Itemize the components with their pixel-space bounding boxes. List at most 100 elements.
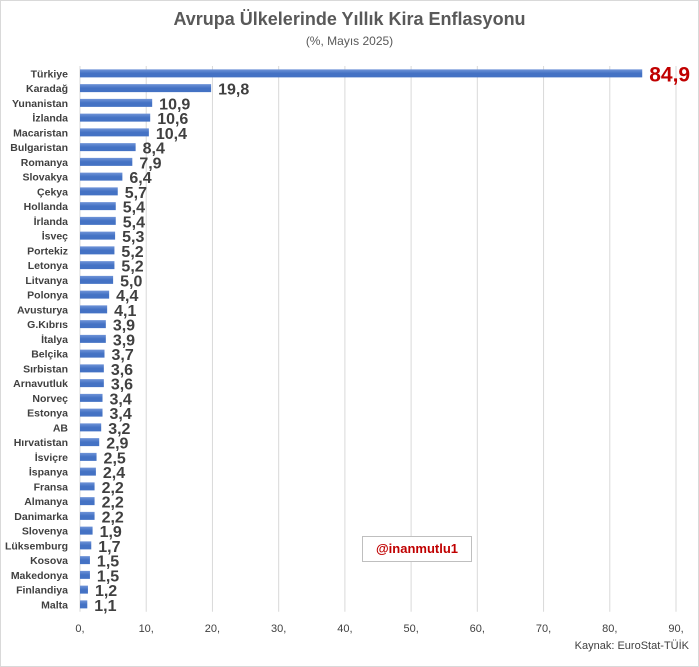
bar [80, 305, 108, 314]
value-label: 1,5 [97, 568, 119, 585]
bar [80, 246, 115, 255]
bar [80, 585, 88, 594]
x-tick-label: 30, [271, 623, 286, 635]
value-label: 5,0 [120, 273, 142, 290]
category-label: Fransa [34, 481, 69, 493]
source-note: Kaynak: EuroStat-TÜİK [574, 640, 689, 652]
x-tick-label: 50, [403, 623, 418, 635]
value-label: 84,9 [649, 63, 690, 86]
category-label: Yunanistan [12, 98, 68, 110]
value-label: 10,9 [159, 96, 190, 113]
bar [80, 98, 153, 107]
bar [80, 275, 114, 284]
bar [80, 423, 102, 432]
value-label: 2,4 [103, 465, 125, 482]
x-tick-label: 90, [668, 623, 683, 635]
value-label: 7,9 [139, 155, 161, 172]
value-label: 10,6 [157, 111, 188, 128]
bar [80, 497, 95, 506]
value-label: 6,4 [129, 170, 151, 187]
category-label: Arnavutluk [13, 378, 68, 390]
value-label: 8,4 [143, 141, 165, 158]
bar [80, 438, 100, 447]
bar [80, 526, 93, 535]
bar [80, 393, 103, 402]
value-label: 3,4 [110, 406, 132, 423]
value-label: 2,9 [106, 436, 128, 453]
bar [80, 143, 136, 152]
category-label: Hırvatistan [14, 437, 68, 449]
x-tick-label: 70, [536, 623, 551, 635]
value-label: 5,2 [121, 244, 143, 261]
bar [80, 364, 104, 373]
value-label: 10,4 [156, 126, 187, 143]
bar [80, 216, 116, 225]
value-label: 5,4 [123, 214, 145, 231]
x-tick-label: 40, [337, 623, 352, 635]
value-label: 5,3 [122, 229, 144, 246]
value-label: 1,9 [100, 524, 122, 541]
value-label: 1,5 [97, 554, 119, 571]
category-label: Portekiz [27, 245, 68, 257]
category-label: Almanya [24, 496, 68, 508]
value-label: 2,5 [104, 450, 126, 467]
bar [80, 570, 90, 579]
bar [80, 128, 149, 137]
bar [80, 187, 118, 196]
category-label: Romanya [21, 157, 68, 169]
category-label: Danimarka [14, 511, 68, 523]
bar [80, 290, 110, 299]
value-label: 5,7 [125, 185, 147, 202]
category-label: Bulgaristan [10, 142, 68, 154]
category-label: Finlandiya [16, 585, 68, 597]
bar [80, 541, 92, 550]
value-label: 4,1 [114, 303, 136, 320]
category-label: Litvanya [25, 275, 68, 287]
value-label: 2,2 [102, 495, 124, 512]
value-label: 2,2 [102, 480, 124, 497]
x-axis-ticks: 0, 10, 20, 30, 40, 50, 60, 70, 80, 90, [75, 623, 683, 635]
bar [80, 467, 96, 476]
value-label: 3,6 [111, 377, 133, 394]
bar [80, 261, 115, 270]
value-label: 3,7 [112, 347, 134, 364]
chart-subtitle: (%, Mayıs 2025) [305, 34, 394, 48]
bar [80, 600, 88, 609]
x-tick-label: 60, [470, 623, 485, 635]
bar [80, 113, 151, 122]
category-label: Çekya [37, 186, 68, 198]
bar [80, 202, 116, 211]
category-label: İsveç [42, 230, 68, 243]
category-labels: Türkiye Karadağ Yunanistan İzlanda Macarista… [5, 68, 68, 611]
chart-title: Avrupa Ülkelerinde Yıllık Kira Enflasyon… [173, 9, 526, 29]
category-label: İrlanda [34, 215, 69, 228]
category-label: AB [53, 422, 69, 434]
x-tick-label: 10, [139, 623, 154, 635]
category-label: Belçika [31, 349, 68, 361]
value-label: 5,4 [123, 200, 145, 217]
category-label: Letonya [28, 260, 68, 272]
value-label: 3,9 [113, 318, 135, 335]
bar [80, 320, 106, 329]
category-label: Polonya [27, 290, 68, 302]
value-labels: 84,919,810,910,610,48,47,96,45,75,45,45,… [94, 63, 690, 615]
category-label: Slovakya [22, 172, 68, 184]
category-label: Norveç [32, 393, 68, 405]
value-label: 5,2 [121, 259, 143, 276]
category-label: Kosova [30, 555, 68, 567]
watermark-label: @inanmutlu1 [362, 536, 472, 562]
category-label: Makedonya [11, 570, 68, 582]
bar [80, 172, 123, 181]
bar [80, 334, 106, 343]
bar [80, 511, 95, 520]
value-label: 1,7 [98, 539, 120, 556]
category-label: G.Kıbrıs [27, 319, 68, 331]
bar [80, 379, 104, 388]
value-label: 1,1 [94, 598, 116, 615]
bar [80, 408, 103, 417]
category-label: Avusturya [17, 304, 68, 316]
value-label: 3,9 [113, 332, 135, 349]
category-label: Hollanda [24, 201, 68, 213]
